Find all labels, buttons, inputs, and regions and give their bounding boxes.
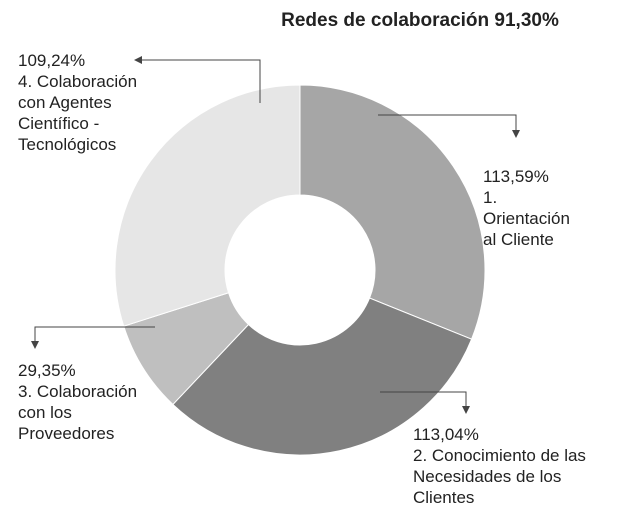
slice-label: 113,59% 1. Orientación al Cliente: [483, 166, 583, 250]
category-label: 1. Orientación al Cliente: [483, 188, 570, 249]
arrow: [31, 341, 39, 349]
arrow: [134, 56, 142, 64]
slice-label: 113,04% 2. Conocimiento de las Necesidade…: [413, 424, 603, 508]
leader-line: [34, 326, 155, 343]
arrow: [462, 406, 470, 414]
arrow: [512, 130, 520, 138]
value-label: 113,04%: [413, 425, 479, 444]
value-label: 29,35%: [18, 361, 76, 380]
category-label: 2. Conocimiento de las Necesidades de lo…: [413, 446, 586, 507]
slice: [172, 297, 473, 456]
leader-line: [380, 391, 467, 408]
leader-line: [378, 114, 517, 132]
category-label: 4. Colaboración con Agentes Científico -…: [18, 72, 138, 154]
slice-label: 109,24% 4. Colaboración con Agentes Cient…: [18, 50, 158, 155]
slice: [114, 84, 301, 327]
slice: [299, 84, 486, 340]
leader-line: [140, 59, 261, 103]
category-label: 3. Colaboración con los Proveedores: [18, 382, 138, 443]
chart-title: Redes de colaboración 91,30%: [281, 10, 559, 31]
value-label: 113,59%: [483, 167, 549, 186]
value-label: 109,24%: [18, 51, 86, 70]
slice-label: 29,35% 3. Colaboración con los Proveedore…: [18, 360, 158, 444]
leader-lines: [31, 56, 520, 414]
